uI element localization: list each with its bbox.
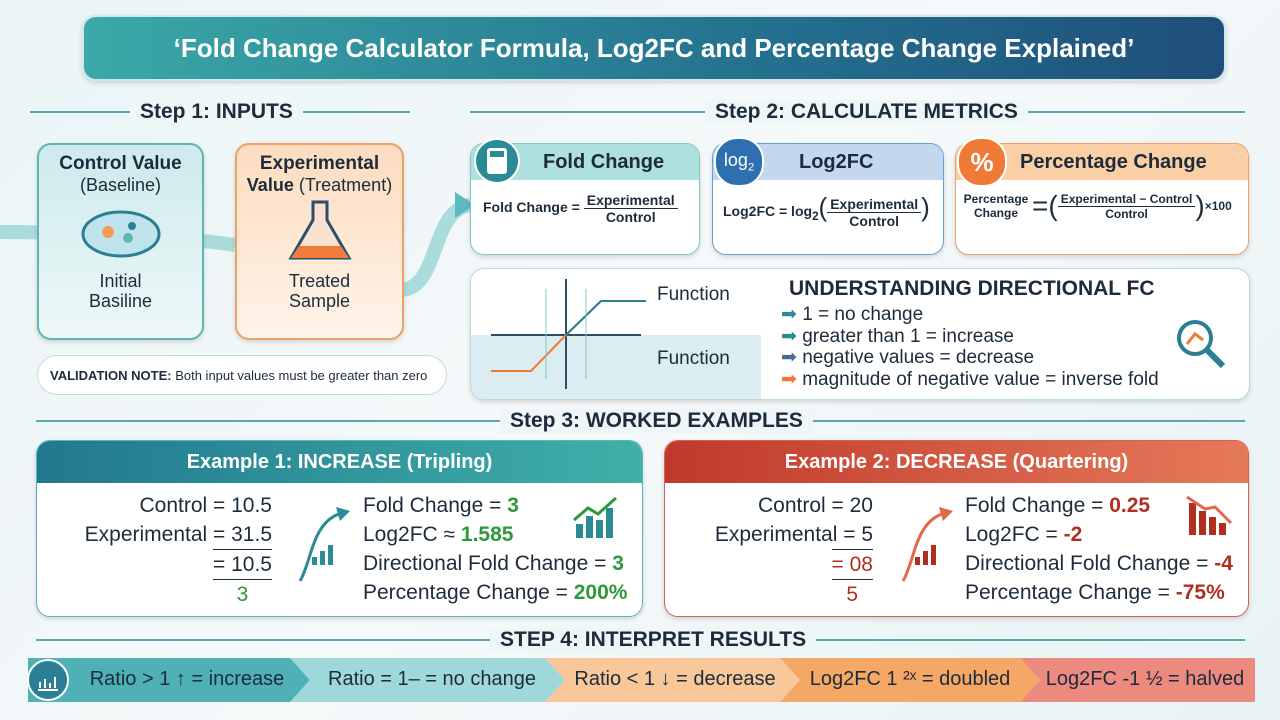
chart-icon-bars — [38, 677, 58, 691]
example-inputs: Control = 20 Experimental = 5 = 08 5 — [692, 491, 873, 609]
bar-down-icon — [1186, 495, 1233, 535]
card-sub: (Treatment) — [298, 175, 393, 195]
note-text: Both input values must be greater than z… — [175, 368, 428, 383]
directional-list: ➡ 1 = no change ➡ greater than 1 = incre… — [781, 304, 1159, 390]
result-value: 1.585 — [460, 523, 514, 546]
formula-lhs: Percentage Change — [963, 192, 1029, 220]
result-label: Log2FC ≈ — [363, 523, 461, 546]
directional-panel: Function Function UNDERSTANDING DIRECTIO… — [470, 268, 1250, 400]
example-title: Example 1: INCREASE (Tripling) — [37, 441, 642, 483]
arrowhead — [455, 192, 475, 218]
note-label: VALIDATION NOTE: — [50, 368, 172, 383]
list-item: negative values = decrease — [802, 347, 1035, 368]
panel-heading: UNDERSTANDING DIRECTIONAL FC — [789, 277, 1155, 300]
formula-num: Experimental − Control — [1057, 192, 1196, 207]
card-caption: Treated Sample — [288, 271, 351, 311]
input-line: Control = 10.5 — [139, 494, 272, 517]
interpret-item: Ratio = 1– = no change — [328, 668, 536, 690]
list-item: magnitude of negative value = inverse fo… — [802, 368, 1159, 390]
interpret-item: Ratio < 1 ↓ = decrease — [574, 668, 776, 690]
petri-icon — [81, 210, 160, 258]
chevron — [290, 658, 565, 702]
example-title: Example 2: DECREASE (Quartering) — [665, 441, 1248, 483]
graph-label: Function — [657, 348, 730, 369]
percentage-card: Percentage Change Percentage Change =(Exp… — [955, 143, 1249, 255]
experimental-card: Experimental Value (Treatment) Treated S… — [235, 143, 404, 340]
formula-tail: ×100 — [1204, 199, 1232, 213]
list-item: 1 = no change — [802, 304, 924, 325]
input-line: = 10.5 — [213, 549, 272, 580]
magnifier-icon — [1177, 320, 1226, 369]
growth-icon — [298, 507, 350, 582]
formula-sub: 2 — [812, 209, 819, 223]
card-caption: Initial Basiline — [88, 271, 153, 311]
input-line: Control = 20 — [758, 494, 873, 517]
result-value: -75% — [1175, 581, 1225, 604]
input-line: = 08 — [831, 549, 873, 580]
interpret-item: Log2FC 1 ²ˣ = doubled — [809, 668, 1011, 690]
formula-den: Control — [605, 209, 656, 225]
result-label: Fold Change = — [363, 494, 508, 517]
chart-icon — [27, 659, 69, 701]
bar-up-icon — [573, 496, 617, 538]
graph-label: Function — [657, 284, 730, 305]
result-label: Fold Change = — [965, 494, 1110, 517]
step-heading: Step 2: CALCULATE METRICS — [705, 100, 1028, 124]
input-line: Experimental = 31.5 — [84, 523, 272, 546]
formula-den: Control — [1105, 206, 1148, 221]
step-heading: STEP 4: INTERPRET RESULTS — [490, 628, 817, 652]
step-heading: Step 3: WORKED EXAMPLES — [500, 409, 813, 433]
flask-icon — [287, 200, 352, 260]
result-value: -4 — [1214, 552, 1233, 575]
result-label: Directional Fold Change = — [363, 552, 613, 575]
example-card: Example 1: INCREASE (Tripling) Control =… — [36, 440, 643, 617]
percent-icon: % — [957, 137, 1007, 187]
formula-lhs: Fold Change = — [483, 199, 580, 216]
function-graph — [471, 279, 761, 399]
interpret-item: Log2FC -1 ½ = halved — [1045, 668, 1245, 690]
validation-note: VALIDATION NOTE: Both input values must … — [37, 355, 447, 395]
card-sub: (Baseline) — [79, 175, 162, 195]
card-label: Control Value — [59, 153, 182, 174]
result-value: -2 — [1063, 523, 1083, 546]
step-heading: Step 1: INPUTS — [130, 100, 303, 124]
input-line: 3 — [236, 583, 249, 606]
chevron — [545, 658, 800, 702]
chevron — [1020, 658, 1255, 702]
growth-icon — [901, 507, 953, 582]
title: ‘Fold Change Calculator Formula, Log2FC … — [82, 15, 1226, 81]
card-label: Value — [246, 175, 294, 195]
result-label: Percentage Change = — [363, 581, 574, 604]
input-line: 5 — [846, 583, 859, 606]
calculator-icon — [474, 138, 520, 184]
control-card: Control Value (Baseline) Initial Basilin… — [37, 143, 204, 340]
list-item: greater than 1 = increase — [802, 325, 1014, 347]
chevron — [28, 658, 310, 702]
example-inputs: Control = 10.5 Experimental = 31.5 = 10.… — [63, 491, 272, 609]
result-label: Log2FC = — [965, 523, 1064, 546]
result-value: 200% — [573, 581, 628, 604]
example-results: Fold Change = 3 Log2FC ≈ 1.585 Direction… — [363, 491, 627, 607]
formula-den: Control — [849, 212, 900, 229]
icon-text: log — [723, 150, 748, 170]
formula-lhs: Log2FC = log — [723, 203, 813, 219]
example-results: Fold Change = 0.25 Log2FC = -2 Direction… — [965, 491, 1233, 607]
result-value: 3 — [612, 552, 624, 575]
interpret-item: Ratio > 1 ↑ = increase — [89, 668, 285, 690]
result-value: 3 — [507, 494, 519, 517]
formula-num: Experimental — [827, 196, 922, 213]
icon-sub: 2 — [747, 161, 755, 174]
log2-icon: log2 — [714, 137, 764, 187]
card-label: Experimental — [259, 153, 380, 174]
example-card: Example 2: DECREASE (Quartering) Control… — [664, 440, 1249, 617]
result-value: 0.25 — [1109, 494, 1151, 517]
input-line: Experimental = 5 — [714, 523, 873, 546]
result-label: Percentage Change = — [965, 581, 1176, 604]
chevron — [780, 658, 1040, 702]
result-label: Directional Fold Change = — [965, 552, 1215, 575]
formula-num: Experimental — [583, 192, 678, 209]
